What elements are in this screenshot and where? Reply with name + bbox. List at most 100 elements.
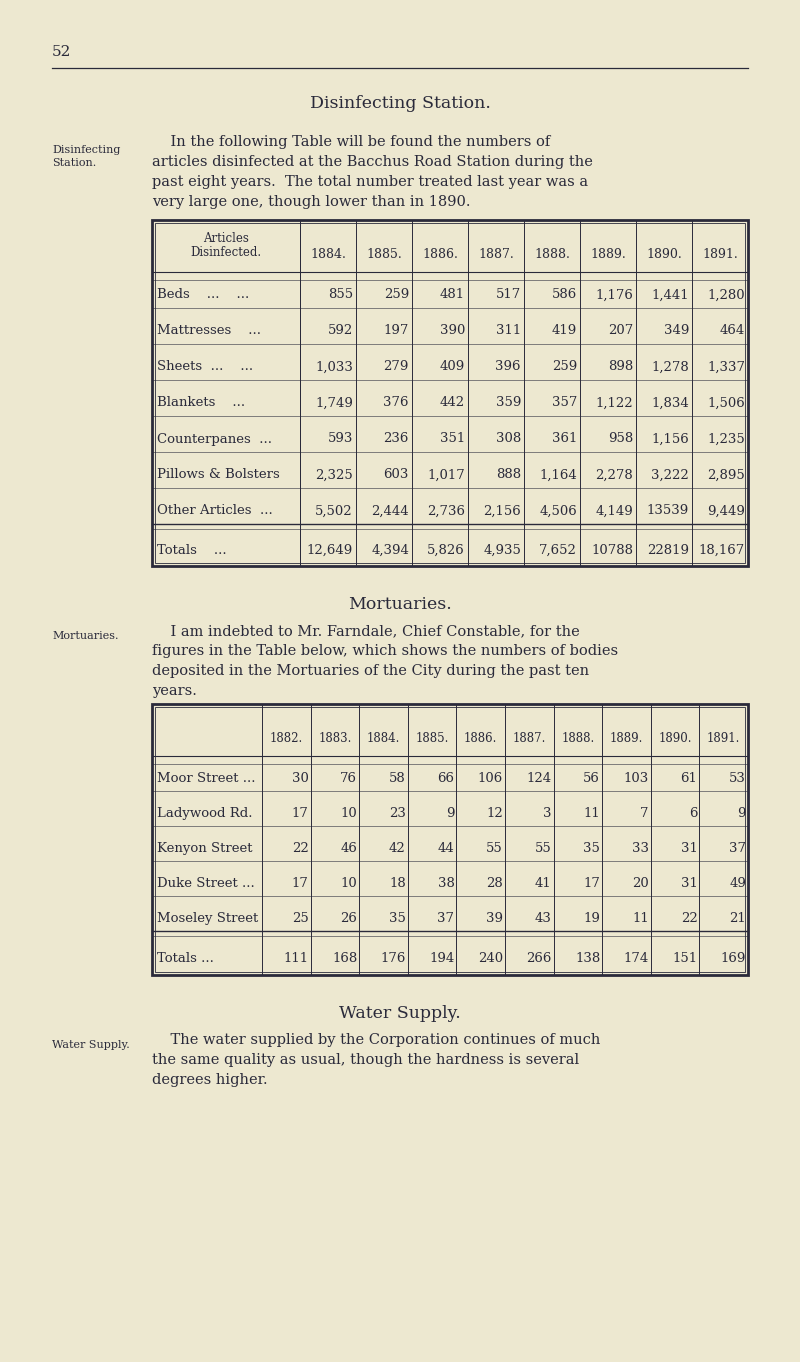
Text: 1886.: 1886. xyxy=(464,731,498,745)
Text: 1890.: 1890. xyxy=(646,248,682,262)
Text: 176: 176 xyxy=(381,952,406,964)
Text: 5,826: 5,826 xyxy=(427,543,465,557)
Text: 106: 106 xyxy=(478,772,503,785)
Text: 1884.: 1884. xyxy=(310,248,346,262)
Text: 30: 30 xyxy=(292,772,309,785)
Text: 240: 240 xyxy=(478,952,503,964)
Bar xyxy=(152,221,748,567)
Text: Other Articles  ...: Other Articles ... xyxy=(157,504,273,518)
Text: 194: 194 xyxy=(429,952,454,964)
Text: 1,164: 1,164 xyxy=(539,469,577,482)
Text: 21: 21 xyxy=(730,913,746,925)
Text: 23: 23 xyxy=(389,808,406,820)
Text: Mortuaries.: Mortuaries. xyxy=(52,631,118,642)
Text: Articles: Articles xyxy=(203,232,249,245)
Text: 1884.: 1884. xyxy=(367,731,400,745)
Text: 2,444: 2,444 xyxy=(371,504,409,518)
Text: 1889.: 1889. xyxy=(590,248,626,262)
Text: 10: 10 xyxy=(341,877,357,889)
Text: 4,149: 4,149 xyxy=(595,504,633,518)
Text: 22: 22 xyxy=(292,842,309,855)
Text: 2,156: 2,156 xyxy=(483,504,521,518)
Text: 266: 266 xyxy=(526,952,552,964)
Text: Mattresses    ...: Mattresses ... xyxy=(157,324,261,338)
Text: 259: 259 xyxy=(384,289,409,301)
Text: 1886.: 1886. xyxy=(422,248,458,262)
Text: 17: 17 xyxy=(292,877,309,889)
Text: 1890.: 1890. xyxy=(658,731,692,745)
Text: 279: 279 xyxy=(384,361,409,373)
Text: Moseley Street: Moseley Street xyxy=(157,913,258,925)
Text: 13539: 13539 xyxy=(646,504,689,518)
Text: 1,337: 1,337 xyxy=(707,361,745,373)
Text: 7: 7 xyxy=(640,808,649,820)
Text: 151: 151 xyxy=(672,952,698,964)
Text: 46: 46 xyxy=(340,842,357,855)
Text: 390: 390 xyxy=(440,324,465,338)
Text: 517: 517 xyxy=(496,289,521,301)
Text: 1,280: 1,280 xyxy=(707,289,745,301)
Text: 4,935: 4,935 xyxy=(483,543,521,557)
Text: 52: 52 xyxy=(52,45,71,59)
Text: Mortuaries.: Mortuaries. xyxy=(348,597,452,613)
Text: 603: 603 xyxy=(384,469,409,482)
Text: 396: 396 xyxy=(495,361,521,373)
Text: 7,652: 7,652 xyxy=(539,543,577,557)
Text: 2,325: 2,325 xyxy=(315,469,353,482)
Text: 41: 41 xyxy=(535,877,552,889)
Text: 44: 44 xyxy=(438,842,454,855)
Bar xyxy=(155,707,745,972)
Text: 169: 169 xyxy=(721,952,746,964)
Text: 1,834: 1,834 xyxy=(651,396,689,410)
Text: 22819: 22819 xyxy=(647,543,689,557)
Text: 76: 76 xyxy=(340,772,357,785)
Text: 1889.: 1889. xyxy=(610,731,643,745)
Text: 56: 56 xyxy=(583,772,600,785)
Text: Pillows & Bolsters: Pillows & Bolsters xyxy=(157,469,280,482)
Text: 311: 311 xyxy=(496,324,521,338)
Text: 12: 12 xyxy=(486,808,503,820)
Text: Ladywood Rd.: Ladywood Rd. xyxy=(157,808,253,820)
Text: past eight years.  The total number treated last year was a: past eight years. The total number treat… xyxy=(152,174,588,189)
Text: 419: 419 xyxy=(552,324,577,338)
Text: 1,122: 1,122 xyxy=(595,396,633,410)
Text: Duke Street ...: Duke Street ... xyxy=(157,877,254,889)
Text: 17: 17 xyxy=(583,877,600,889)
Text: 111: 111 xyxy=(283,952,309,964)
Text: 53: 53 xyxy=(729,772,746,785)
Text: 66: 66 xyxy=(438,772,454,785)
Text: 33: 33 xyxy=(632,842,649,855)
Text: 58: 58 xyxy=(389,772,406,785)
Text: 124: 124 xyxy=(526,772,552,785)
Text: 22: 22 xyxy=(681,913,698,925)
Text: 855: 855 xyxy=(328,289,353,301)
Text: 174: 174 xyxy=(623,952,649,964)
Text: 207: 207 xyxy=(608,324,633,338)
Text: 442: 442 xyxy=(440,396,465,410)
Text: 35: 35 xyxy=(389,913,406,925)
Text: 197: 197 xyxy=(384,324,409,338)
Text: 1,156: 1,156 xyxy=(651,433,689,445)
Text: 38: 38 xyxy=(438,877,454,889)
Text: 1891.: 1891. xyxy=(702,248,738,262)
Text: 593: 593 xyxy=(328,433,353,445)
Bar xyxy=(155,223,745,563)
Text: 1882.: 1882. xyxy=(270,731,303,745)
Text: I am indebted to Mr. Farndale, Chief Constable, for the: I am indebted to Mr. Farndale, Chief Con… xyxy=(152,624,580,637)
Text: 28: 28 xyxy=(486,877,503,889)
Text: 49: 49 xyxy=(729,877,746,889)
Text: 592: 592 xyxy=(328,324,353,338)
Text: 10: 10 xyxy=(341,808,357,820)
Text: 3,222: 3,222 xyxy=(651,469,689,482)
Text: 409: 409 xyxy=(440,361,465,373)
Text: 9: 9 xyxy=(446,808,454,820)
Text: 1888.: 1888. xyxy=(562,731,594,745)
Text: 1,441: 1,441 xyxy=(651,289,689,301)
Text: 61: 61 xyxy=(681,772,698,785)
Text: 31: 31 xyxy=(681,877,698,889)
Text: Disinfecting Station.: Disinfecting Station. xyxy=(310,95,490,112)
Text: 37: 37 xyxy=(729,842,746,855)
Text: 42: 42 xyxy=(389,842,406,855)
Text: 357: 357 xyxy=(552,396,577,410)
Text: 12,649: 12,649 xyxy=(306,543,353,557)
